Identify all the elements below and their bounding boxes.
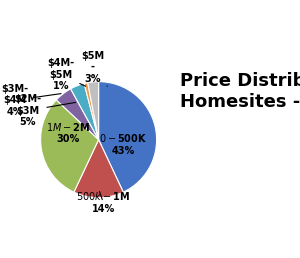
Text: $2M-
$3M
5%: $2M- $3M 5% (14, 94, 76, 127)
Text: $0-$500K
43%: $0-$500K 43% (99, 132, 147, 156)
Text: $4M-
$5M
1%: $4M- $5M 1% (47, 58, 86, 91)
Wedge shape (84, 83, 99, 140)
Text: $5M
-
3%: $5M - 3% (81, 51, 107, 86)
Text: $500k - $1M
14%: $500k - $1M 14% (76, 190, 130, 214)
Wedge shape (56, 89, 99, 140)
Text: $1M - $2M
30%: $1M - $2M 30% (46, 121, 91, 144)
Wedge shape (40, 100, 99, 192)
Text: Price Distribution of
Homesites - 2014: Price Distribution of Homesites - 2014 (180, 72, 300, 111)
Text: $3M-
$4M
4%: $3M- $4M 4% (1, 84, 61, 117)
Wedge shape (99, 82, 157, 192)
Wedge shape (74, 140, 123, 198)
Wedge shape (88, 82, 99, 140)
Wedge shape (71, 83, 99, 140)
